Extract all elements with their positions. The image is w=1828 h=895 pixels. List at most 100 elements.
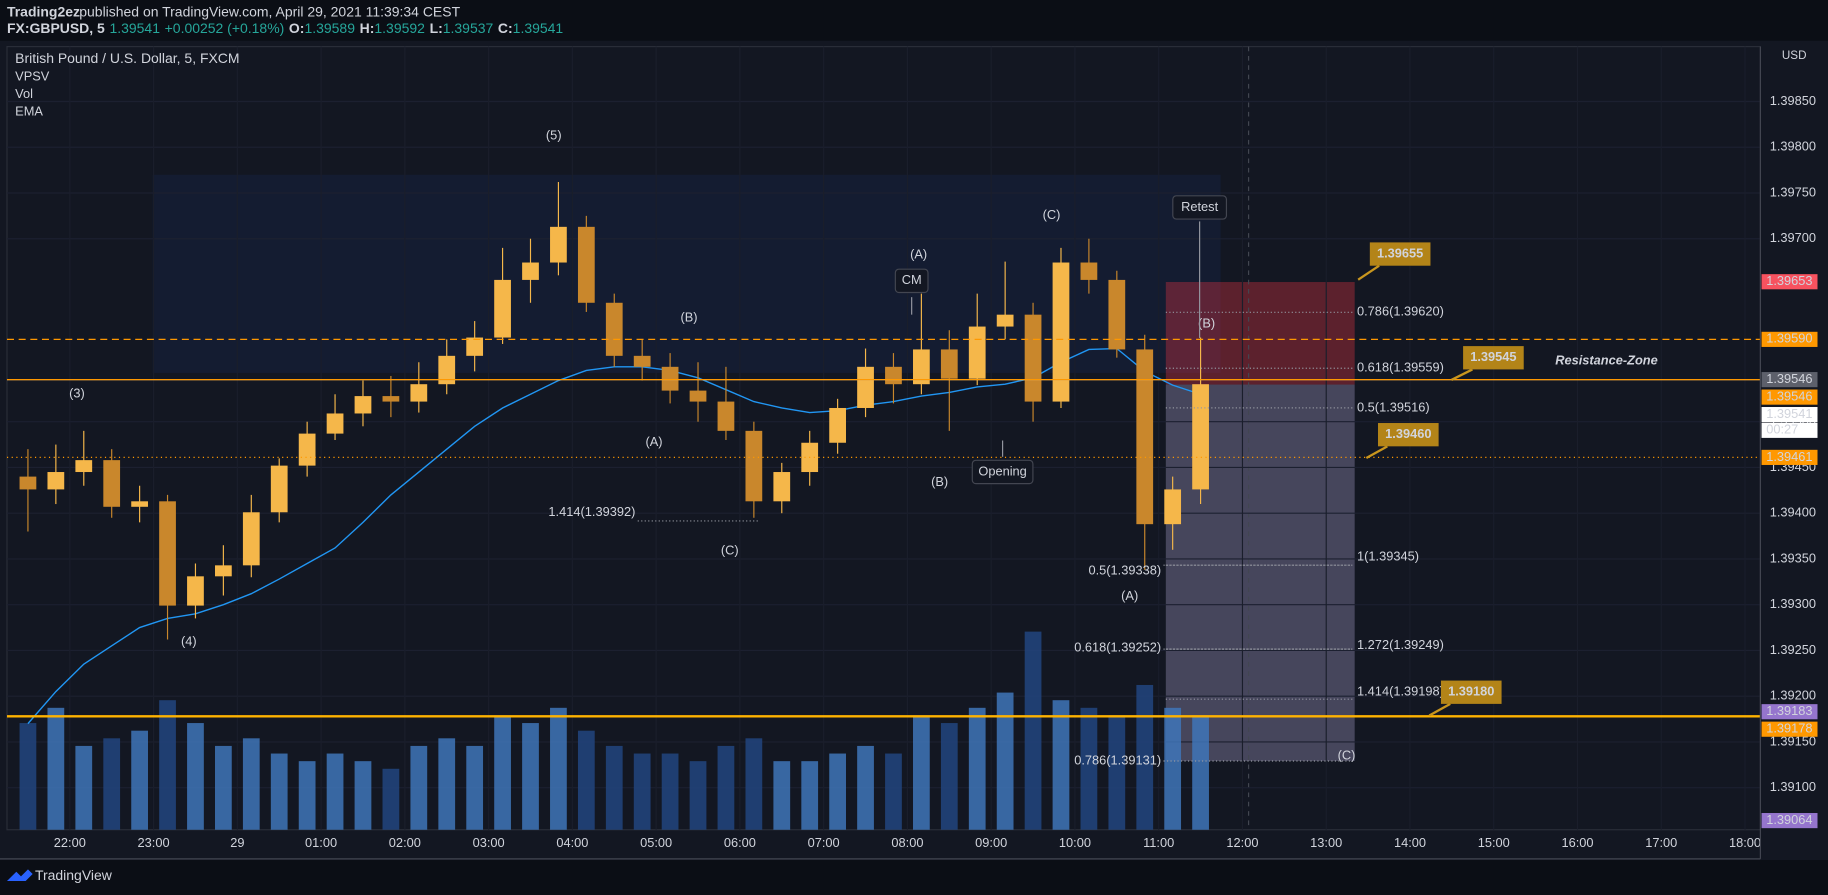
volume-bar [605,745,623,830]
x-tick-label: 05:00 [640,835,672,850]
callout-label: 1.39180 [1448,684,1494,699]
candle-body [103,460,121,507]
price-marker [1761,274,1818,290]
candle-body [913,349,930,385]
y-tick-label: 1.39400 [1770,505,1816,520]
candle-body [773,472,791,502]
volume-bar [326,753,344,830]
y-tick-label: 1.39700 [1770,230,1816,245]
wave-label: (A) [645,434,662,449]
axis-unit: USD [1782,49,1807,62]
indicator-name: EMA [15,103,43,118]
candle-body [410,384,428,402]
candle-body [242,512,260,566]
countdown: 00:27 [1766,422,1798,437]
x-tick-label: 06:00 [724,835,756,850]
x-tick-label: 09:00 [975,835,1007,850]
logo-icon [6,869,33,882]
volume-bar [131,730,148,830]
header-bar [0,0,1828,41]
price-marker-label: 1.39546 [1766,388,1812,403]
y-tick-label: 1.39150 [1770,733,1816,748]
candle-body [494,279,511,338]
volume-bar [940,723,958,830]
callout-box [1463,346,1524,370]
ohlc-value: 1.39592 [374,20,425,36]
volume-bar [522,723,539,830]
candle-body [968,326,986,379]
candle-body [996,314,1014,327]
wave-label: (3) [69,385,85,400]
volume-bar [47,707,65,830]
volume-bar [103,738,121,830]
price-marker-label: 1.39546 [1766,371,1812,386]
y-tick-label: 1.39800 [1770,139,1816,154]
x-tick-label: 12:00 [1226,835,1258,850]
x-tick-label: 04:00 [556,835,588,850]
volume-bar [996,692,1014,830]
price-marker-label: 1.39064 [1766,812,1812,827]
fib-label: 0.5(1.39338) [1088,562,1161,577]
callout-label: 1.39655 [1377,245,1423,260]
x-tick-label: 02:00 [389,835,421,850]
callout-stem [1450,368,1473,381]
candle-body [522,262,539,280]
candle-body [1024,314,1042,402]
callout-label: 1.39460 [1385,426,1431,441]
indicator-name: Vol [15,86,33,101]
ohlc-key: L: [430,20,443,36]
volume-bar [438,738,456,830]
candle-body [187,576,204,606]
volume-bar [745,738,763,830]
volume-bar [968,707,986,830]
candle-body [661,366,679,391]
price-marker-label: 1.39653 [1766,273,1812,288]
y-tick-label: 1.39750 [1770,184,1816,199]
candle-body [633,355,651,367]
x-tick-label: 13:00 [1310,835,1342,850]
layers: (5) (3) (4) (A) (B) (A) (C) (B) (C) (B) (A) (C) CM Op… [6,46,1761,830]
ohlc-value: 1.39537 [443,20,494,36]
brand: TradingView [35,867,113,883]
wave-label: (5) [546,128,562,143]
candle-body [717,401,735,431]
published-info: published on TradingView.com, April 29, … [79,4,460,20]
volume-bar [494,715,511,830]
x-tick-label: 07:00 [808,835,840,850]
wave-label: (C) [1338,748,1356,763]
fib-label: 1.414(1.39392) [548,504,635,519]
volume-bar [466,745,484,830]
x-tick-label: 01:00 [305,835,337,850]
price-marker [1761,372,1818,388]
ohlc-key: O: [289,20,305,36]
x-tick-label: 16:00 [1561,835,1593,850]
y-tick-label: 1.39200 [1770,688,1816,703]
candle-body [75,460,93,473]
price-marker [1761,407,1818,423]
candle-body [857,366,874,408]
wave-label: (B) [931,474,948,489]
callout-box [1369,242,1431,266]
candle-body [689,390,707,402]
y-tick-label: 1.39850 [1770,93,1816,108]
price-change: +0.00252 (+0.18%) [165,20,285,36]
candle-body [550,226,567,263]
volume-bar [550,707,567,830]
price-marker [1761,813,1818,829]
callout-box [1377,423,1439,447]
candle-body [215,565,232,577]
candle-body [47,472,65,490]
volume-bar [159,700,176,830]
volume-bar [410,745,428,830]
volume-bar [1052,700,1070,830]
countdown-box [1761,422,1818,438]
volume-bar [689,761,707,830]
candle-body [829,407,846,443]
wave-label: (B) [680,310,697,325]
ohlc-key: C: [498,20,513,36]
volume-bar [1192,715,1209,830]
callout-box [1440,680,1502,704]
volume-bar [1136,684,1154,830]
candle-body [19,476,37,490]
